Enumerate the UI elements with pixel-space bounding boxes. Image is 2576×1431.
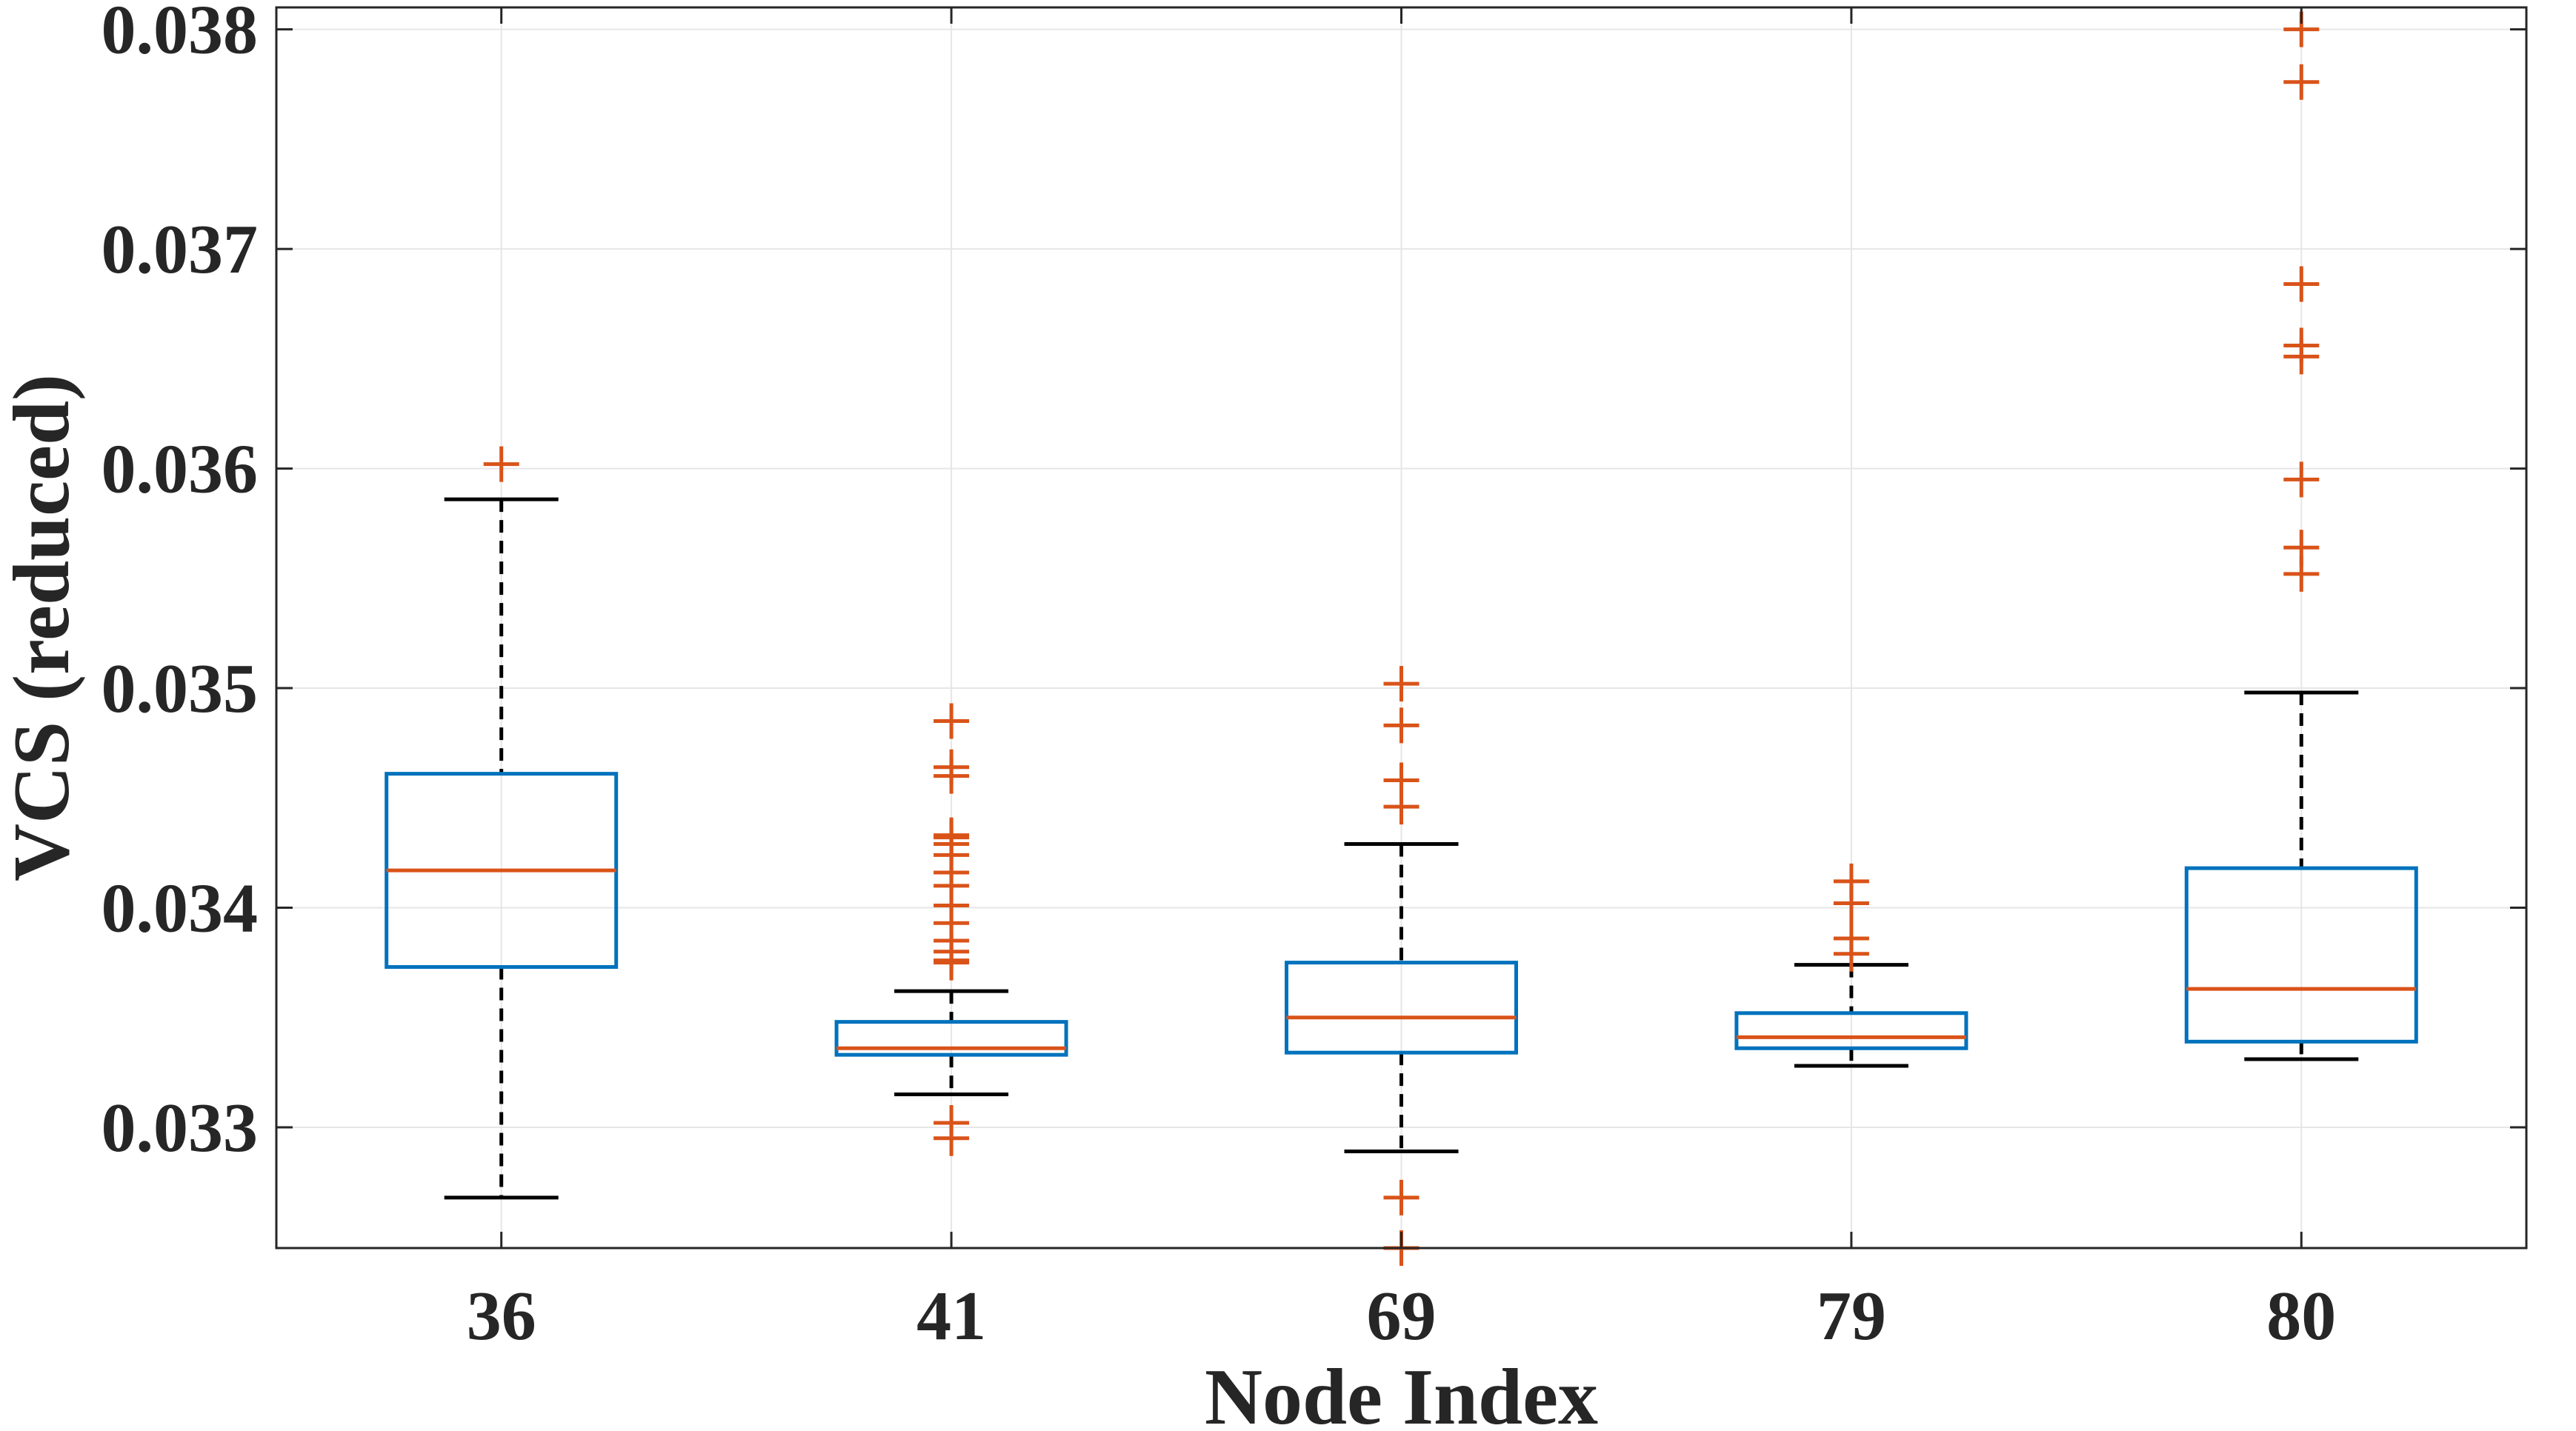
outlier-point [933,817,970,853]
x-tick-label: 36 [467,1278,536,1355]
outlier-point [933,749,970,785]
y-tick-label: 0.035 [101,650,259,727]
box-group-41 [834,703,1068,1156]
outlier-point [1383,1179,1420,1215]
iqr-box [2184,866,2418,1044]
y-axis-title: VCS (reduced) [0,374,86,881]
outlier-point [1383,666,1420,702]
outlier-point [483,446,519,482]
outlier-point [933,703,970,739]
y-tick-label: 0.038 [101,0,259,69]
iqr-box [1734,1011,1968,1050]
x-axis-tick-labels: 36 41 69 79 80 [467,1278,2337,1355]
box-group-79 [1734,863,1968,1068]
y-tick-label: 0.033 [101,1090,259,1167]
iqr-box [1285,961,1518,1055]
x-axis-title: Node Index [1205,1353,1598,1431]
x-tick-label: 79 [1817,1278,1886,1355]
box-group-36 [385,446,619,1200]
iqr-box [834,1020,1068,1057]
outlier-point [1383,762,1420,798]
axis-ticks [276,7,2526,1248]
grid-lines [276,7,2526,1248]
outlier-point [1833,863,1869,899]
outlier-point [2283,266,2320,302]
outlier-point [2283,530,2320,566]
outlier-point [2283,461,2320,498]
y-axis-tick-labels: 0.033 0.034 0.035 0.036 0.037 0.038 [101,0,259,1167]
x-tick-label: 41 [916,1278,986,1355]
y-tick-label: 0.036 [101,431,259,508]
box-plots [385,11,2418,1266]
x-tick-label: 69 [1367,1278,1437,1355]
outlier-point [2283,327,2320,364]
box-group-69 [1285,666,1518,1266]
x-tick-label: 80 [2266,1278,2336,1355]
y-tick-label: 0.034 [101,870,259,947]
outlier-point [1383,707,1420,744]
outlier-point [2283,64,2320,100]
outlier-point [1833,920,1869,956]
outlier-point [933,1105,970,1141]
box-group-80 [2184,11,2418,1061]
y-tick-label: 0.037 [101,211,259,288]
